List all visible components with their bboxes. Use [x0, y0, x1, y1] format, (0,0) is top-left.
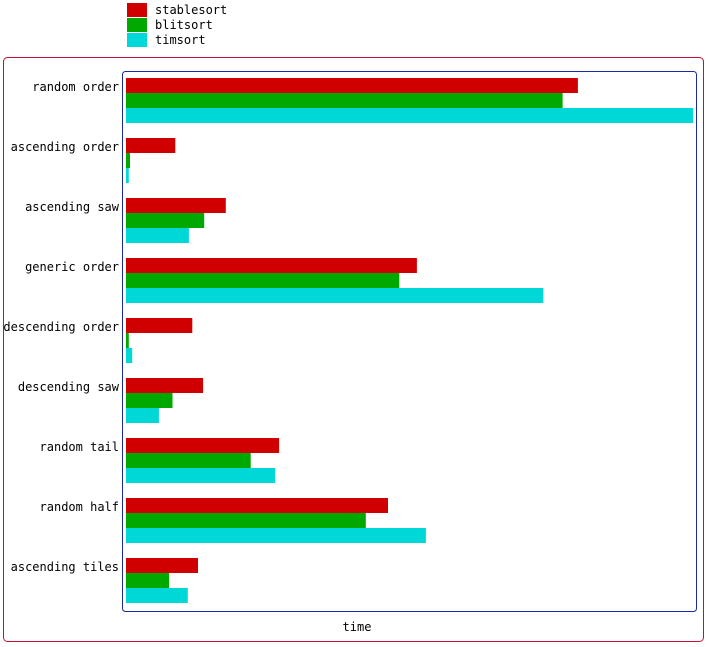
bar-stablesort-random-order [126, 78, 578, 93]
bar-stablesort-ascending-order [126, 138, 176, 153]
bar-blitsort-descending-order [126, 333, 129, 348]
bar-timsort-ascending-tiles [126, 588, 188, 603]
bar-timsort-generic-order [126, 288, 544, 303]
legend-swatch-timsort [127, 33, 147, 47]
bar-blitsort-generic-order [126, 273, 400, 288]
category-label-random-tail: random tail [40, 440, 119, 454]
legend-swatch-blitsort [127, 18, 147, 32]
bar-timsort-descending-order [126, 348, 133, 363]
bar-timsort-random-half [126, 528, 426, 543]
category-label-ascending-order: ascending order [11, 140, 119, 154]
bar-blitsort-random-tail [126, 453, 251, 468]
bar-stablesort-descending-saw [126, 378, 204, 393]
category-label-ascending-saw: ascending saw [25, 200, 120, 214]
x-axis-label: time [343, 620, 372, 634]
plot-area [122, 71, 697, 612]
category-label-descending-order: descending order [3, 320, 119, 334]
category-label-generic-order: generic order [25, 260, 119, 274]
bar-blitsort-ascending-order [126, 153, 130, 168]
category-labels: random order ascending order ascending saw… [3, 80, 119, 574]
legend-label-stablesort: stablesort [155, 3, 227, 17]
category-label-random-half: random half [40, 500, 119, 514]
bar-blitsort-ascending-saw [126, 213, 205, 228]
bar-timsort-random-order [126, 108, 693, 123]
bar-timsort-ascending-order [126, 168, 129, 183]
bar-blitsort-descending-saw [126, 393, 173, 408]
bar-timsort-random-tail [126, 468, 276, 483]
outer-frame [3, 57, 704, 642]
bar-timsort-descending-saw [126, 408, 159, 423]
bar-stablesort-ascending-saw [126, 198, 226, 213]
category-label-random-order: random order [32, 80, 119, 94]
legend-label-blitsort: blitsort [155, 18, 213, 32]
bar-stablesort-generic-order [126, 258, 417, 273]
legend-swatch-stablesort [127, 3, 147, 17]
bar-stablesort-ascending-tiles [126, 558, 198, 573]
legend-label-timsort: timsort [155, 33, 206, 47]
bar-blitsort-random-order [126, 93, 563, 108]
bar-stablesort-random-tail [126, 438, 280, 453]
category-label-descending-saw: descending saw [18, 380, 120, 394]
bars [126, 78, 693, 603]
bar-stablesort-random-half [126, 498, 388, 513]
bar-timsort-ascending-saw [126, 228, 189, 243]
bar-blitsort-random-half [126, 513, 366, 528]
category-label-ascending-tiles: ascending tiles [11, 560, 119, 574]
bar-stablesort-descending-order [126, 318, 193, 333]
bar-blitsort-ascending-tiles [126, 573, 170, 588]
